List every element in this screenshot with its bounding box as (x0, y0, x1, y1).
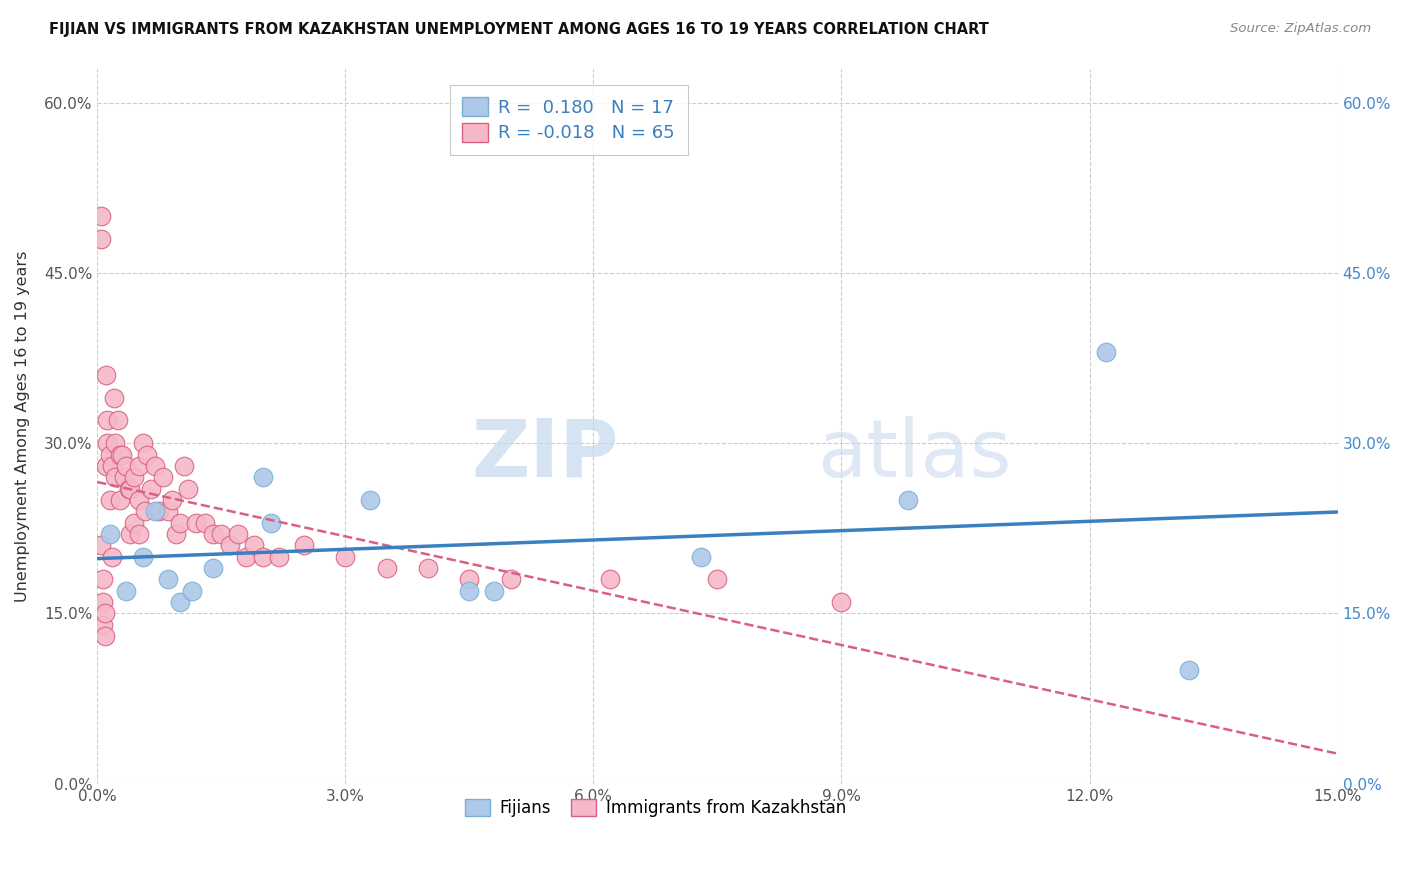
Point (124, 516, 146, 530)
Text: ZIP: ZIP (471, 416, 619, 494)
Point (186, 516, 208, 530)
Point (98, 448, 121, 462)
Point (91, 573, 114, 587)
Point (128, 458, 150, 473)
Point (202, 561, 225, 575)
Point (107, 413, 129, 427)
Point (120, 527, 142, 541)
Point (292, 538, 315, 552)
Point (1095, 345, 1118, 359)
Point (103, 391, 125, 405)
Point (120, 482, 142, 496)
Point (98, 492, 121, 507)
Point (139, 482, 162, 496)
Point (94, 368, 117, 382)
Point (96, 413, 118, 427)
Point (143, 504, 166, 518)
Point (91, 595, 114, 609)
Text: FIJIAN VS IMMIGRANTS FROM KAZAKHSTAN UNEMPLOYMENT AMONG AGES 16 TO 19 YEARS CORR: FIJIAN VS IMMIGRANTS FROM KAZAKHSTAN UNE… (49, 22, 988, 37)
Point (143, 458, 166, 473)
Point (458, 573, 481, 587)
Point (160, 492, 183, 507)
Point (226, 527, 249, 541)
Point (134, 504, 156, 518)
Point (252, 470, 274, 484)
Point (194, 516, 217, 530)
Point (128, 527, 150, 541)
Point (112, 470, 135, 484)
Point (90, 538, 112, 552)
Point (128, 492, 150, 507)
Point (96, 436, 118, 450)
Text: Source: ZipAtlas.com: Source: ZipAtlas.com (1230, 22, 1371, 36)
Point (202, 527, 225, 541)
Point (416, 561, 439, 575)
Point (897, 492, 920, 507)
Point (181, 583, 204, 598)
Point (111, 448, 134, 462)
Point (359, 492, 381, 507)
Point (599, 573, 621, 587)
Point (93, 629, 115, 643)
Point (135, 448, 157, 462)
Point (177, 482, 200, 496)
Point (335, 549, 357, 564)
Point (269, 549, 291, 564)
Point (169, 595, 191, 609)
Point (124, 470, 146, 484)
Point (90, 232, 112, 246)
Point (91, 617, 114, 632)
Point (101, 549, 124, 564)
Point (115, 458, 138, 473)
Point (148, 504, 170, 518)
Point (132, 436, 155, 450)
Point (260, 516, 283, 530)
Point (101, 458, 124, 473)
Point (110, 492, 132, 507)
Text: atlas: atlas (817, 416, 1011, 494)
Point (375, 561, 398, 575)
Point (94, 458, 117, 473)
Point (90, 209, 112, 223)
Point (218, 538, 240, 552)
Point (156, 573, 179, 587)
Point (706, 573, 728, 587)
Point (830, 595, 852, 609)
Point (209, 527, 232, 541)
Point (169, 516, 191, 530)
Point (690, 549, 713, 564)
Point (165, 527, 187, 541)
Point (118, 482, 141, 496)
Point (1178, 663, 1201, 677)
Point (499, 573, 522, 587)
Point (252, 549, 274, 564)
Point (235, 549, 257, 564)
Point (104, 470, 127, 484)
Point (482, 583, 505, 598)
Point (104, 436, 127, 450)
Point (243, 538, 266, 552)
Point (458, 583, 481, 598)
Point (93, 607, 115, 621)
Point (132, 549, 155, 564)
Point (173, 458, 195, 473)
Point (115, 583, 138, 598)
Point (152, 470, 174, 484)
Point (98, 527, 121, 541)
Point (156, 504, 179, 518)
Y-axis label: Unemployment Among Ages 16 to 19 years: Unemployment Among Ages 16 to 19 years (15, 251, 30, 602)
Point (110, 448, 132, 462)
Legend: Fijians, Immigrants from Kazakhstan: Fijians, Immigrants from Kazakhstan (456, 790, 855, 825)
